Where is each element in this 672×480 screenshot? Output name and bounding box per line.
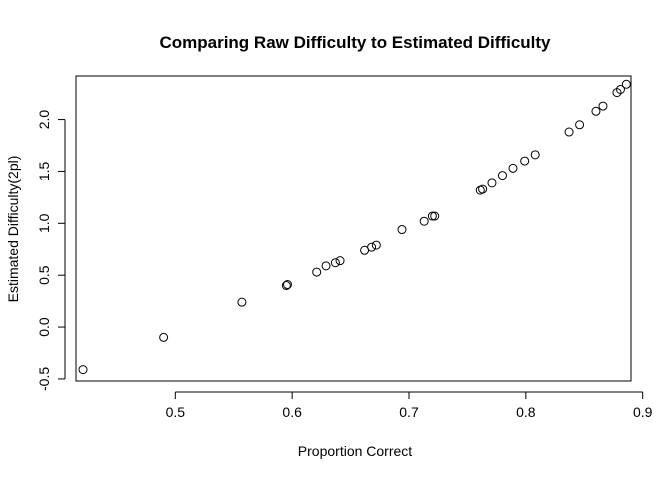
data-point — [78, 365, 88, 375]
y-tick-label: 1.5 — [36, 162, 52, 182]
data-point — [497, 171, 507, 181]
data-point — [335, 256, 345, 266]
data-point — [430, 211, 440, 221]
data-point — [281, 281, 291, 291]
data-point — [367, 242, 377, 252]
data-point — [591, 106, 601, 116]
data-point — [575, 120, 585, 130]
data-point — [321, 261, 331, 271]
x-tick-label: 0.5 — [166, 404, 186, 420]
data-point — [419, 216, 429, 226]
data-point — [520, 156, 530, 166]
y-tick-label: 0.5 — [36, 265, 52, 285]
chart-title: Comparing Raw Difficulty to Estimated Di… — [159, 33, 551, 52]
x-tick-label: 0.6 — [282, 404, 302, 420]
data-point — [621, 79, 631, 89]
y-tick-label: 1.0 — [36, 213, 52, 233]
data-point — [530, 150, 540, 160]
data-point — [478, 184, 488, 194]
data-point — [282, 280, 292, 290]
data-point — [508, 163, 518, 173]
data-points — [78, 79, 631, 375]
data-point — [564, 127, 574, 137]
x-tick-label: 0.8 — [516, 404, 536, 420]
data-point — [330, 258, 340, 268]
data-point — [427, 211, 437, 221]
y-axis: -0.5 0.0 0.5 1.0 1.5 2.0 — [36, 110, 66, 391]
plot-frame — [75, 75, 632, 382]
y-tick-label: -0.5 — [36, 367, 52, 391]
x-tick-label: 0.9 — [633, 404, 653, 420]
data-point — [397, 225, 407, 235]
data-point — [487, 178, 497, 188]
data-point — [598, 101, 608, 111]
x-axis-label: Proportion Correct — [298, 443, 412, 459]
data-point — [312, 267, 322, 277]
x-axis: 0.5 0.6 0.7 0.8 0.9 — [166, 391, 653, 420]
data-point — [237, 297, 247, 307]
y-tick-label: 2.0 — [36, 110, 52, 130]
data-point — [371, 240, 381, 250]
data-point — [615, 84, 625, 94]
x-tick-label: 0.7 — [399, 404, 419, 420]
y-tick-label: 0.0 — [36, 317, 52, 337]
data-point — [159, 332, 169, 342]
y-axis-label: Estimated Difficulty(2pl) — [5, 156, 21, 303]
